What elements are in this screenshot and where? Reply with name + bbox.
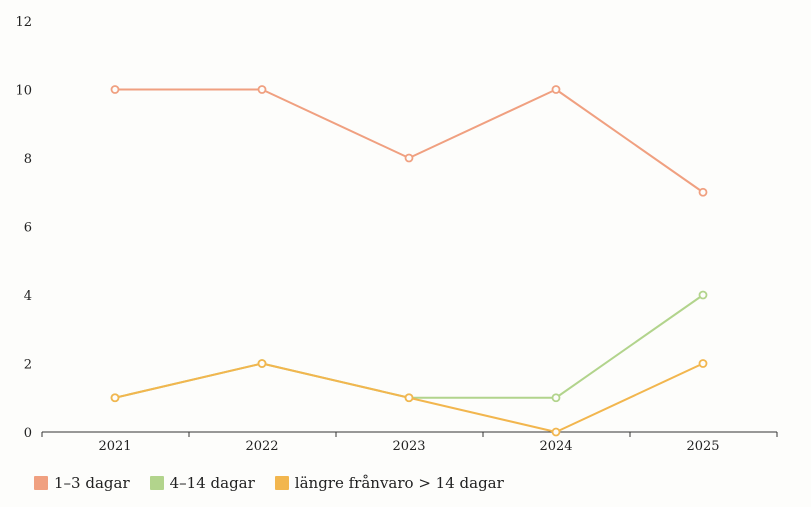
- series-1-point-2023[interactable]: [404, 153, 414, 163]
- legend-label-4-14-dagar: 4–14 dagar: [169, 474, 255, 492]
- legend-swatch-4-14-dagar: [149, 476, 164, 490]
- y-axis: 0 2 4 6 8 10 12: [15, 15, 32, 441]
- series-1-line: [114, 88, 704, 194]
- y-tick-label-8: 8: [24, 152, 32, 167]
- x-tick-label-2024: 2024: [539, 439, 572, 454]
- x-axis: 2021 2022 2023 2024 2025: [41, 431, 778, 454]
- y-tick-label-10: 10: [15, 84, 32, 99]
- x-tick-label-2023: 2023: [392, 439, 425, 454]
- series-1-point-2024[interactable]: [551, 85, 561, 94]
- series-1-point-2025[interactable]: [698, 187, 708, 197]
- legend-swatch-langre-franvaro: [274, 476, 289, 490]
- series-2-point-2024[interactable]: [551, 393, 561, 403]
- y-tick-label-4: 4: [24, 289, 32, 304]
- y-tick-label-0: 0: [24, 426, 32, 441]
- x-tick-label-2021: 2021: [98, 439, 131, 454]
- legend-swatch-1-3-dagar: [34, 476, 48, 490]
- series-3-group: [110, 359, 708, 437]
- legend-item-1-3-dagar[interactable]: 1–3 dagar: [34, 474, 130, 492]
- y-tick-label-6: 6: [24, 221, 32, 236]
- series-1-group: [110, 85, 708, 197]
- series-3-point-2023[interactable]: [404, 393, 414, 403]
- legend-item-4-14-dagar[interactable]: 4–14 dagar: [149, 474, 255, 492]
- series-3-point-2025[interactable]: [698, 359, 708, 368]
- y-tick-label-12: 12: [15, 15, 32, 30]
- series-1-point-2022[interactable]: [257, 85, 267, 94]
- legend: 1–3 dagar 4–14 dagar längre frånvaro > 1…: [34, 474, 504, 492]
- series-3-point-2024[interactable]: [551, 427, 561, 437]
- x-tick-label-2025: 2025: [686, 439, 719, 454]
- series-layer: [110, 85, 708, 437]
- x-tick-label-2022: 2022: [245, 439, 278, 454]
- series-3-point-2022[interactable]: [257, 359, 267, 368]
- legend-label-1-3-dagar: 1–3 dagar: [54, 474, 130, 492]
- series-2-line: [114, 294, 704, 399]
- legend-item-langre-franvaro[interactable]: längre frånvaro > 14 dagar: [274, 474, 504, 492]
- series-2-group: [110, 290, 708, 403]
- y-tick-label-2: 2: [24, 358, 32, 373]
- series-2-point-2025[interactable]: [698, 290, 708, 300]
- legend-label-langre-franvaro: längre frånvaro > 14 dagar: [294, 474, 504, 492]
- series-1-point-2021[interactable]: [110, 85, 120, 94]
- series-3-point-2021[interactable]: [110, 393, 120, 403]
